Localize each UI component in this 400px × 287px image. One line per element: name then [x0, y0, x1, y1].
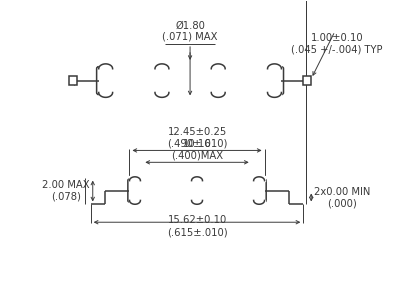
Text: 15.62±0.10
(.615±.010): 15.62±0.10 (.615±.010)	[167, 216, 227, 237]
FancyBboxPatch shape	[97, 67, 284, 95]
FancyBboxPatch shape	[128, 179, 266, 202]
Bar	[69, 76, 77, 85]
Text: 10.16
(.400)MAX: 10.16 (.400)MAX	[171, 139, 223, 160]
Text: 12.45±0.25
(.490±.010): 12.45±0.25 (.490±.010)	[167, 127, 227, 148]
Bar	[303, 76, 311, 85]
Text: Ø1.80
(.071) MAX: Ø1.80 (.071) MAX	[162, 20, 218, 42]
Text: 2.00 MAX
(.078): 2.00 MAX (.078)	[42, 180, 90, 202]
Text: 2x0.00 MIN
(.000): 2x0.00 MIN (.000)	[314, 187, 370, 208]
Text: 1.00±0.10
(.045 +/-.004) TYP: 1.00±0.10 (.045 +/-.004) TYP	[291, 33, 383, 55]
